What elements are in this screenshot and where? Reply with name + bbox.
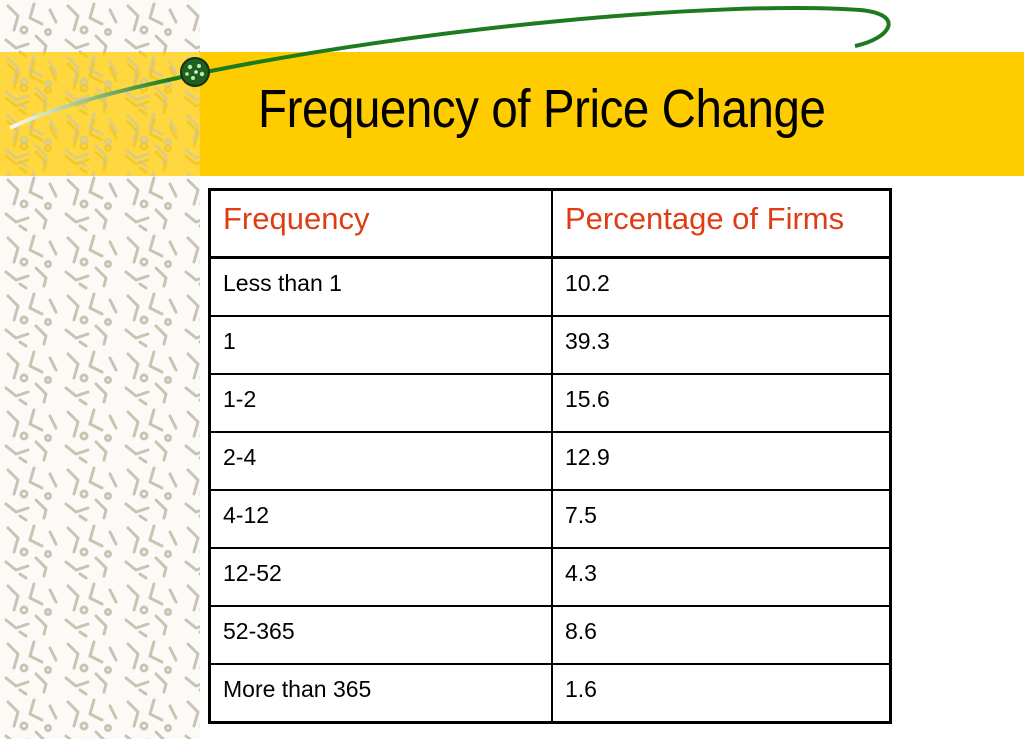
frequency-cell: 1 xyxy=(208,315,553,375)
table-row: 12-52 4.3 xyxy=(208,547,892,607)
slide-title: Frequency of Price Change xyxy=(258,79,826,139)
table-row: Less than 1 10.2 xyxy=(208,256,892,317)
frequency-cell: More than 365 xyxy=(208,663,553,724)
frequency-cell: Less than 1 xyxy=(208,256,553,317)
percentage-cell: 7.5 xyxy=(551,489,892,549)
orb-icon xyxy=(180,57,210,87)
percentage-cell: 1.6 xyxy=(551,663,892,724)
table-row: 2-4 12.9 xyxy=(208,431,892,491)
swoosh-decoration xyxy=(9,6,891,130)
column-header-percentage: Percentage of Firms xyxy=(551,188,892,259)
frequency-cell: 12-52 xyxy=(208,547,553,607)
table-header-row: Frequency Percentage of Firms xyxy=(208,188,892,259)
title-band-pattern xyxy=(0,52,200,176)
frequency-table: Frequency Percentage of Firms Less than … xyxy=(208,188,892,724)
percentage-cell: 39.3 xyxy=(551,315,892,375)
column-header-frequency: Frequency xyxy=(208,188,553,259)
frequency-cell: 52-365 xyxy=(208,605,553,665)
table-row: 1-2 15.6 xyxy=(208,373,892,433)
percentage-cell: 12.9 xyxy=(551,431,892,491)
frequency-cell: 1-2 xyxy=(208,373,553,433)
percentage-cell: 8.6 xyxy=(551,605,892,665)
percentage-cell: 15.6 xyxy=(551,373,892,433)
title-band xyxy=(200,52,1024,176)
percentage-cell: 10.2 xyxy=(551,256,892,317)
table-row: 1 39.3 xyxy=(208,315,892,375)
table-row: 4-12 7.5 xyxy=(208,489,892,549)
table-row: 52-365 8.6 xyxy=(208,605,892,665)
frequency-cell: 2-4 xyxy=(208,431,553,491)
percentage-cell: 4.3 xyxy=(551,547,892,607)
table-row: More than 365 1.6 xyxy=(208,663,892,724)
frequency-cell: 4-12 xyxy=(208,489,553,549)
